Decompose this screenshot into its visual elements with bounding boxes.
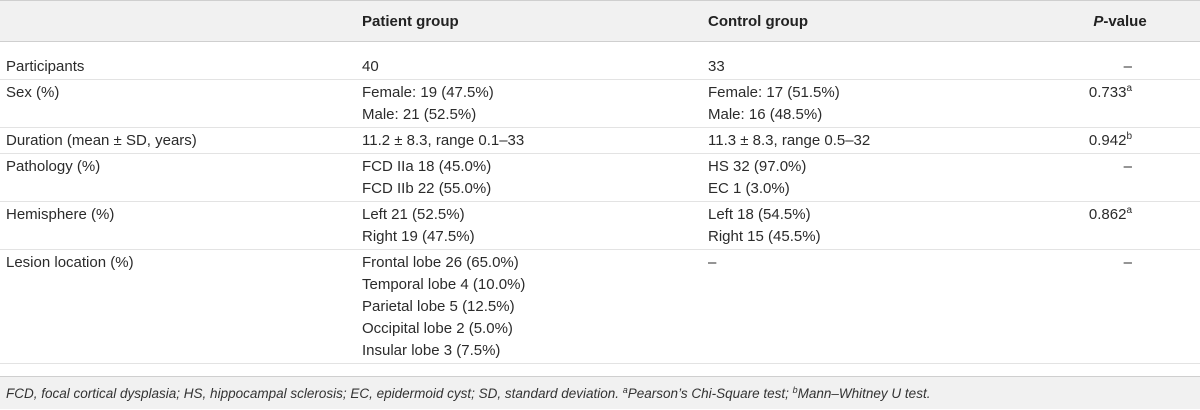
control-cell-line: – [708,254,717,271]
p-value-cell: – [1040,153,1200,202]
p-value: – [1123,158,1132,175]
control-cell: 33 [708,41,1040,80]
header-p-value: P-value [1040,0,1200,42]
table-row: Hemisphere (%) Left 21 (52.5%) Right 19 (4… [0,201,1200,250]
table-row: Pathology (%) FCD IIa 18 (45.0%) FCD IIb 2… [0,153,1200,202]
patient-cell-line: Female: 19 (47.5%) [362,84,494,101]
p-value-superscript: a [1126,205,1132,216]
patient-cell-line: Left 21 (52.5%) [362,206,465,223]
control-cell-line: Right 15 (45.5%) [708,228,821,245]
patient-cell-line: Frontal lobe 26 (65.0%) [362,254,519,271]
p-value: 0.862 [1088,206,1127,223]
control-cell: Female: 17 (51.5%) Male: 16 (48.5%) [708,79,1040,128]
header-patient-group: Patient group [362,0,708,42]
patient-cell-line: FCD IIa 18 (45.0%) [362,158,492,175]
header-control-group: Control group [708,0,1040,42]
p-value-cell: – [1040,41,1200,80]
patient-cell-line: Temporal lobe 4 (10.0%) [362,276,526,293]
patient-cell: 11.2 ± 8.3, range 0.1–33 [362,127,708,154]
row-label: Lesion location (%) [0,249,362,364]
footnote-sup-a: a [622,385,628,395]
p-value: – [1123,58,1132,75]
p-value-cell: 0.862a [1040,201,1200,250]
p-value: – [1123,254,1132,271]
header-empty [0,0,362,42]
row-label: Duration (mean ± SD, years) [0,127,362,154]
table-row: Participants 40 33 – [0,41,1200,80]
patient-cell: Left 21 (52.5%) Right 19 (47.5%) [362,201,708,250]
patient-cell-line: Male: 21 (52.5%) [362,106,477,123]
p-value: 0.942 [1088,132,1127,149]
header-p-rest: -value [1103,12,1147,30]
table-header-row: Patient group Control group P-value [0,0,1200,42]
patient-cell-line: FCD IIb 22 (55.0%) [362,180,492,197]
p-value-superscript: a [1126,83,1132,94]
control-cell: 11.3 ± 8.3, range 0.5–32 [708,127,1040,154]
row-label: Pathology (%) [0,153,362,202]
footnote-note-b: Mann–Whitney U test. [797,386,931,401]
p-value-superscript: b [1126,131,1132,142]
table-row: Duration (mean ± SD, years) 11.2 ± 8.3, r… [0,127,1200,154]
row-label: Participants [0,41,362,80]
table-row: Sex (%) Female: 19 (47.5%) Male: 21 (52.5%… [0,79,1200,128]
table-footnote: FCD, focal cortical dysplasia; HS, hippo… [0,376,1200,409]
footnote-sup-b: b [792,385,798,395]
control-cell-line: HS 32 (97.0%) [708,158,807,175]
patient-cell: 40 [362,41,708,80]
control-cell-line: 33 [708,58,725,75]
row-label: Hemisphere (%) [0,201,362,250]
footnote-text: FCD, focal cortical dysplasia; HS, hippo… [6,386,623,401]
control-cell-line: Left 18 (54.5%) [708,206,811,223]
control-cell: Left 18 (54.5%) Right 15 (45.5%) [708,201,1040,250]
control-cell-line: Male: 16 (48.5%) [708,106,823,123]
table-row: Lesion location (%) Frontal lobe 26 (65.0… [0,249,1200,364]
p-value: 0.733 [1088,84,1127,101]
demographics-table: Patient group Control group P-value Part… [0,0,1200,364]
row-label: Sex (%) [0,79,362,128]
p-value-cell: 0.942b [1040,127,1200,154]
patient-cell: FCD IIa 18 (45.0%) FCD IIb 22 (55.0%) [362,153,708,202]
control-cell: HS 32 (97.0%) EC 1 (3.0%) [708,153,1040,202]
control-cell-line: 11.3 ± 8.3, range 0.5–32 [708,132,871,149]
p-value-cell: – [1040,249,1200,364]
patient-cell: Frontal lobe 26 (65.0%) Temporal lobe 4 (… [362,249,708,364]
patient-cell-line: 40 [362,58,379,75]
patient-cell-line: Parietal lobe 5 (12.5%) [362,298,515,315]
patient-cell: Female: 19 (47.5%) Male: 21 (52.5%) [362,79,708,128]
patient-cell-line: Right 19 (47.5%) [362,228,475,245]
control-cell-line: EC 1 (3.0%) [708,180,790,197]
header-p-italic: P [1093,12,1104,30]
footnote-note-a: Pearson’s Chi-Square test; [627,386,793,401]
p-value-cell: 0.733a [1040,79,1200,128]
control-cell-line: Female: 17 (51.5%) [708,84,840,101]
patient-cell-line: Insular lobe 3 (7.5%) [362,342,501,359]
patient-cell-line: 11.2 ± 8.3, range 0.1–33 [362,132,525,149]
patient-cell-line: Occipital lobe 2 (5.0%) [362,320,513,337]
control-cell: – [708,249,1040,364]
